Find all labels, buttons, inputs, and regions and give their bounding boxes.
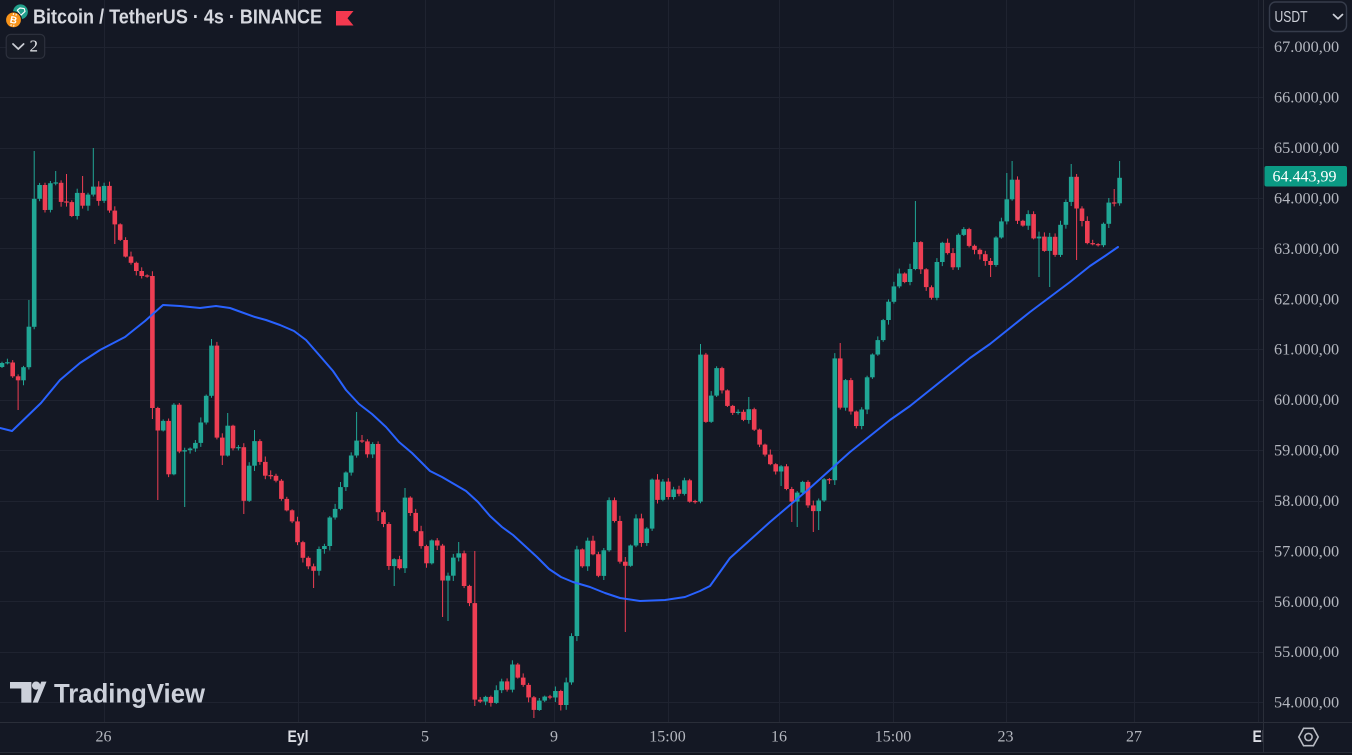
svg-text:15:00: 15:00 — [875, 729, 911, 746]
svg-text:56.000,00: 56.000,00 — [1274, 592, 1339, 611]
svg-text:15:00: 15:00 — [649, 729, 685, 746]
svg-text:26: 26 — [96, 729, 112, 746]
svg-text:Eki: Eki — [1253, 727, 1274, 746]
svg-text:64.443,99: 64.443,99 — [1273, 169, 1337, 186]
svg-text:USDT: USDT — [1275, 9, 1308, 26]
svg-text:60.000,00: 60.000,00 — [1274, 390, 1339, 409]
svg-text:16: 16 — [771, 729, 787, 746]
svg-text:55.000,00: 55.000,00 — [1274, 642, 1339, 661]
svg-text:27: 27 — [1126, 729, 1142, 746]
svg-text:57.000,00: 57.000,00 — [1274, 541, 1339, 560]
svg-text:5: 5 — [421, 729, 429, 746]
svg-text:64.000,00: 64.000,00 — [1274, 189, 1339, 208]
svg-text:58.000,00: 58.000,00 — [1274, 491, 1339, 510]
svg-text:61.000,00: 61.000,00 — [1274, 340, 1339, 359]
svg-text:62.000,00: 62.000,00 — [1274, 289, 1339, 308]
svg-text:B: B — [9, 15, 18, 27]
svg-text:63.000,00: 63.000,00 — [1274, 239, 1339, 258]
svg-text:2: 2 — [30, 37, 39, 56]
svg-text:23: 23 — [998, 729, 1014, 746]
svg-text:59.000,00: 59.000,00 — [1274, 441, 1339, 460]
svg-text:Eyl: Eyl — [288, 727, 309, 746]
svg-text:Bitcoin / TetherUS · 4s · BINA: Bitcoin / TetherUS · 4s · BINANCE — [33, 6, 322, 28]
svg-text:66.000,00: 66.000,00 — [1274, 88, 1339, 107]
svg-text:54.000,00: 54.000,00 — [1274, 693, 1339, 712]
svg-text:TradingView: TradingView — [54, 679, 206, 709]
svg-text:65.000,00: 65.000,00 — [1274, 138, 1339, 157]
svg-text:9: 9 — [550, 729, 558, 746]
svg-text:67.000,00: 67.000,00 — [1274, 37, 1339, 56]
